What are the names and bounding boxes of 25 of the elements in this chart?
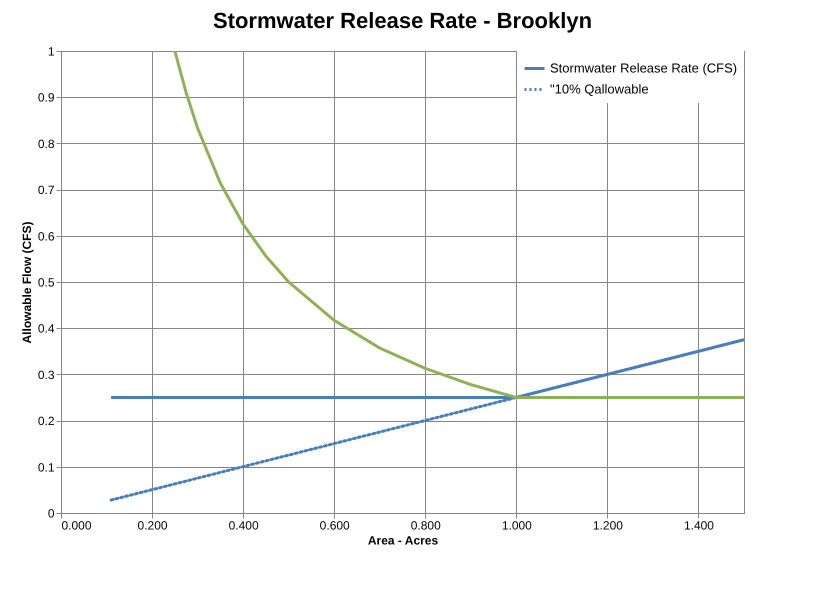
x-tick-label: 0.600 [320, 518, 350, 532]
y-tick-label: 0.4 [38, 322, 55, 336]
x-tick-label: 0.200 [138, 518, 168, 532]
chart-title: Stormwater Release Rate - Brooklyn [212, 8, 592, 33]
legend-label: Stormwater Release Rate (CFS) [550, 60, 738, 76]
x-axis-title: Area - Acres [368, 534, 438, 548]
y-tick-label: 0.7 [38, 183, 55, 198]
y-axis-title: Allowable Flow (CFS) [20, 222, 34, 344]
x-tick-label: 0.800 [410, 518, 442, 532]
x-tick-label: 1.200 [592, 518, 624, 532]
x-tick-label: 0.000 [62, 518, 92, 532]
y-tick-label: 0.1 [38, 460, 55, 474]
y-tick-label: 0 [48, 506, 55, 520]
y-tick-label: 1 [48, 44, 55, 58]
y-tick-label: 0.3 [38, 368, 55, 382]
y-tick-label: 0.5 [38, 276, 55, 290]
y-tick-label: 0.9 [38, 90, 55, 105]
y-tick-label: 0.8 [38, 136, 55, 151]
line-series [173, 51, 744, 399]
y-tick-label: 0.2 [38, 414, 55, 428]
y-tick-label: 0.6 [38, 229, 55, 244]
legend-label: "10% Qallowable [550, 82, 649, 96]
x-tick-label: 0.400 [228, 518, 259, 532]
x-tick-label: 1.000 [502, 518, 532, 532]
x-tick-label: 1.400 [684, 518, 714, 532]
